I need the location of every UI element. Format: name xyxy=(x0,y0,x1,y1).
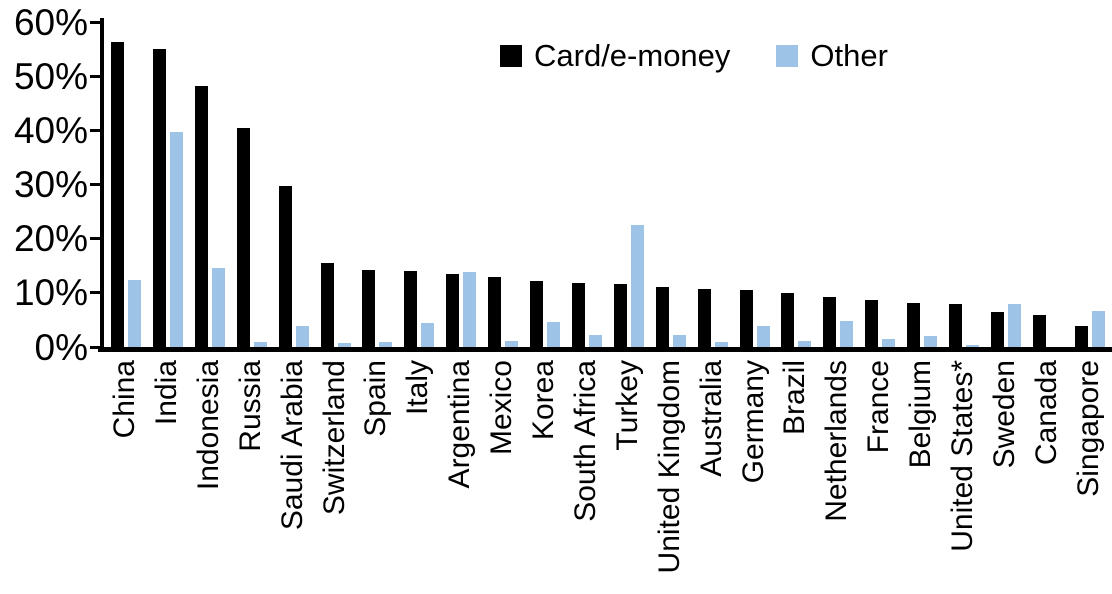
y-axis-tick xyxy=(90,128,104,132)
bar-card-e-money xyxy=(194,85,208,347)
bar-card-e-money xyxy=(990,311,1004,347)
legend-swatch-card-icon xyxy=(500,44,522,67)
bar-other xyxy=(798,341,812,347)
x-axis-label: Australia xyxy=(694,360,728,477)
legend-swatch-other-icon xyxy=(776,44,799,67)
x-axis-label: France xyxy=(862,360,896,454)
x-axis-label: United States* xyxy=(946,360,979,552)
x-axis-label: Saudi Arabia xyxy=(275,360,309,531)
y-axis-tick xyxy=(90,74,104,78)
bar-card-e-money xyxy=(111,42,124,347)
bar-card-e-money xyxy=(404,271,418,347)
x-axis-label: Spain xyxy=(359,360,393,437)
x-axis-label: Switzerland xyxy=(317,360,351,516)
bar-other xyxy=(463,272,477,347)
bar-other xyxy=(547,322,560,347)
bar-card-e-money xyxy=(697,288,711,347)
x-axis-label: Italy xyxy=(401,360,435,416)
bar-card-e-money xyxy=(236,128,250,347)
bar-card-e-money xyxy=(907,302,921,347)
bar-card-e-money xyxy=(320,262,334,347)
bar-other xyxy=(253,342,267,347)
x-axis-label: Canada xyxy=(1029,360,1063,466)
bar-other xyxy=(1007,304,1021,347)
x-axis-label: Turkey xyxy=(610,360,644,451)
bar-other xyxy=(128,280,141,347)
bar-card-e-money xyxy=(362,270,376,347)
x-axis-label: Singapore xyxy=(1071,360,1105,497)
y-axis-label: 60% xyxy=(13,1,88,43)
bar-other xyxy=(379,342,393,347)
bar-card-e-money xyxy=(823,296,837,347)
x-axis-line xyxy=(98,347,1112,352)
y-axis-label: 20% xyxy=(13,218,88,260)
bar-other xyxy=(211,268,225,347)
legend-item-other: Other xyxy=(776,40,888,71)
y-axis-label: 10% xyxy=(13,272,88,314)
x-axis-label: Indonesia xyxy=(191,360,225,491)
bar-other xyxy=(714,342,728,347)
bar-other xyxy=(337,343,351,347)
bar-card-e-money xyxy=(1032,314,1046,347)
bar-card-e-money xyxy=(1074,325,1088,347)
bar-card-e-money xyxy=(446,274,460,347)
bar-card-e-money xyxy=(488,277,502,347)
bar-other xyxy=(966,345,979,347)
bar-other xyxy=(505,340,519,347)
legend-label-other: Other xyxy=(810,38,888,73)
legend-item-card-e-money: Card/e-money xyxy=(500,40,730,71)
x-axis-label: China xyxy=(108,360,141,439)
bar-card-e-money xyxy=(655,286,669,347)
x-axis-label: Sweden xyxy=(987,360,1021,469)
y-axis-tick xyxy=(90,237,104,241)
bar-card-e-money xyxy=(781,292,795,347)
x-axis-label: Korea xyxy=(527,360,560,441)
y-axis-tick xyxy=(90,20,104,24)
bar-other xyxy=(295,325,309,347)
bar-card-e-money xyxy=(530,280,543,347)
x-axis-label: Germany xyxy=(736,360,770,484)
legend-label-card-e-money: Card/e-money xyxy=(534,38,731,73)
x-axis-label: Belgium xyxy=(904,360,938,469)
bar-other xyxy=(169,131,183,347)
bar-card-e-money xyxy=(152,49,166,347)
bar-card-e-money xyxy=(865,299,879,347)
bar-other xyxy=(840,321,854,347)
bar-other xyxy=(924,336,938,347)
x-axis-label: India xyxy=(149,360,183,426)
bar-other xyxy=(588,334,602,347)
x-axis-label: United Kingdom xyxy=(652,360,686,574)
y-axis-tick xyxy=(90,345,104,349)
y-axis-label: 40% xyxy=(13,109,88,151)
y-axis-line xyxy=(100,18,104,352)
x-axis-label: Argentina xyxy=(443,360,477,489)
x-axis-label: Netherlands xyxy=(820,360,854,522)
chart-legend: Card/e-money Other xyxy=(500,40,888,71)
y-axis-tick xyxy=(90,183,104,186)
bar-card-e-money xyxy=(571,283,585,347)
bar-card-e-money xyxy=(739,289,753,347)
y-axis-label: 30% xyxy=(13,164,88,205)
bar-card-e-money xyxy=(949,304,962,347)
bar-other xyxy=(672,334,686,347)
y-axis-label: 50% xyxy=(13,55,88,97)
x-axis-label: Russia xyxy=(233,360,267,452)
bar-other xyxy=(882,339,896,347)
bar-card-e-money xyxy=(613,284,627,347)
x-axis-label: South Africa xyxy=(568,360,602,522)
bar-other xyxy=(630,225,644,347)
bar-card-e-money xyxy=(278,185,292,347)
y-axis-tick xyxy=(90,291,104,295)
x-axis-label: Brazil xyxy=(778,360,812,436)
bar-other xyxy=(1091,311,1105,347)
bar-other xyxy=(756,325,770,347)
x-axis-label: Mexico xyxy=(485,360,519,456)
bar-other xyxy=(421,322,435,347)
y-axis-label: 0% xyxy=(34,326,88,368)
